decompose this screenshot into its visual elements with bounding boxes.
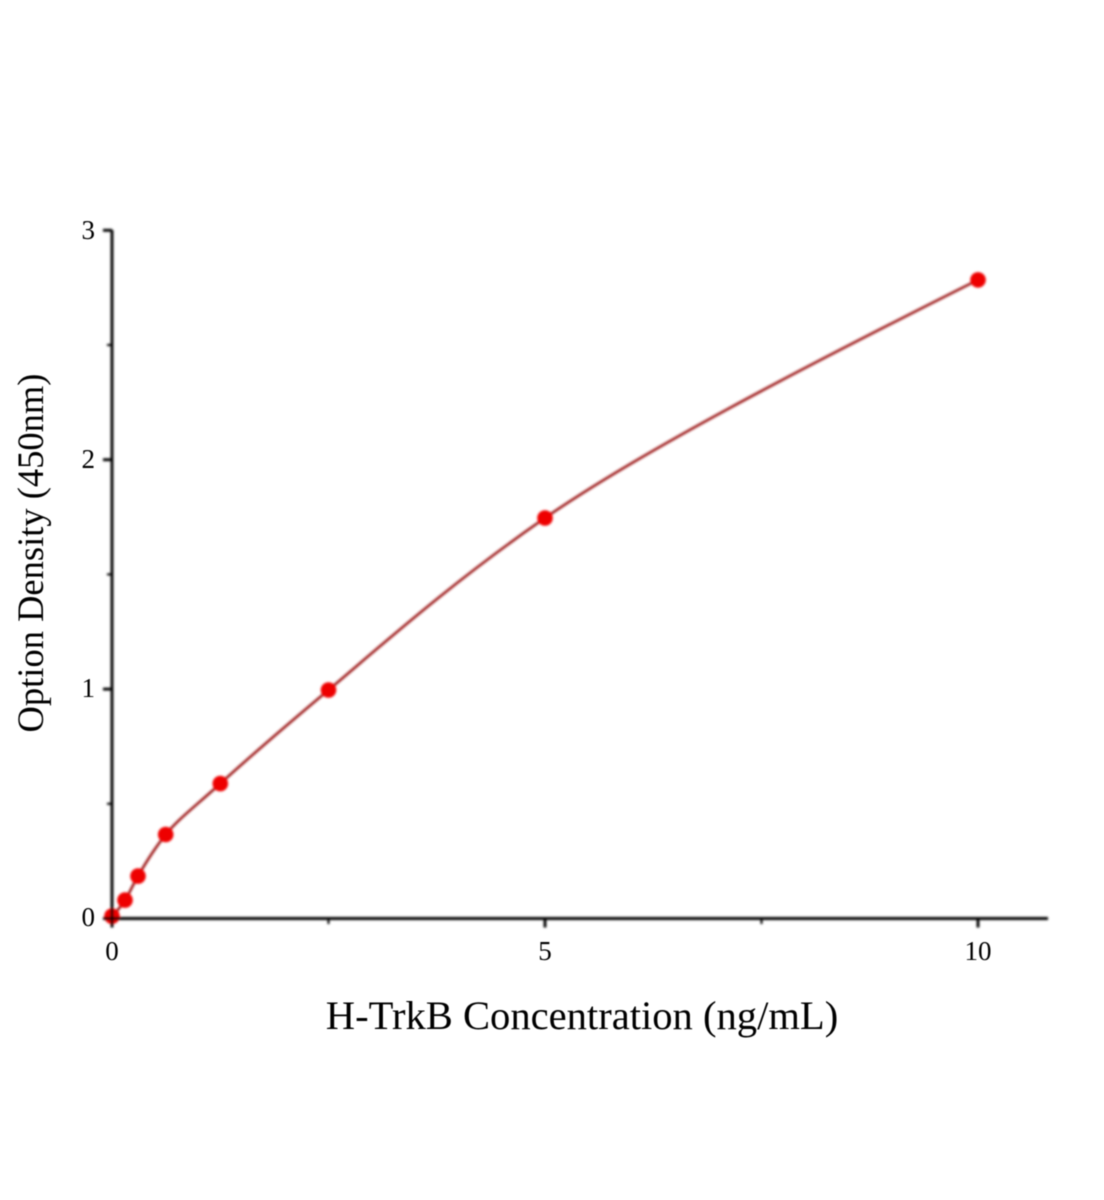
svg-text:0: 0 bbox=[82, 902, 96, 932]
svg-text:3: 3 bbox=[82, 215, 96, 245]
svg-text:5: 5 bbox=[538, 936, 552, 966]
svg-text:2: 2 bbox=[82, 444, 96, 474]
svg-text:10: 10 bbox=[965, 936, 992, 966]
svg-text:0: 0 bbox=[105, 936, 119, 966]
svg-text:H-TrkB Concentration (ng/mL): H-TrkB Concentration (ng/mL) bbox=[326, 993, 838, 1038]
svg-text:Option Density (450nm): Option Density (450nm) bbox=[10, 374, 51, 733]
svg-text:1: 1 bbox=[82, 673, 96, 703]
